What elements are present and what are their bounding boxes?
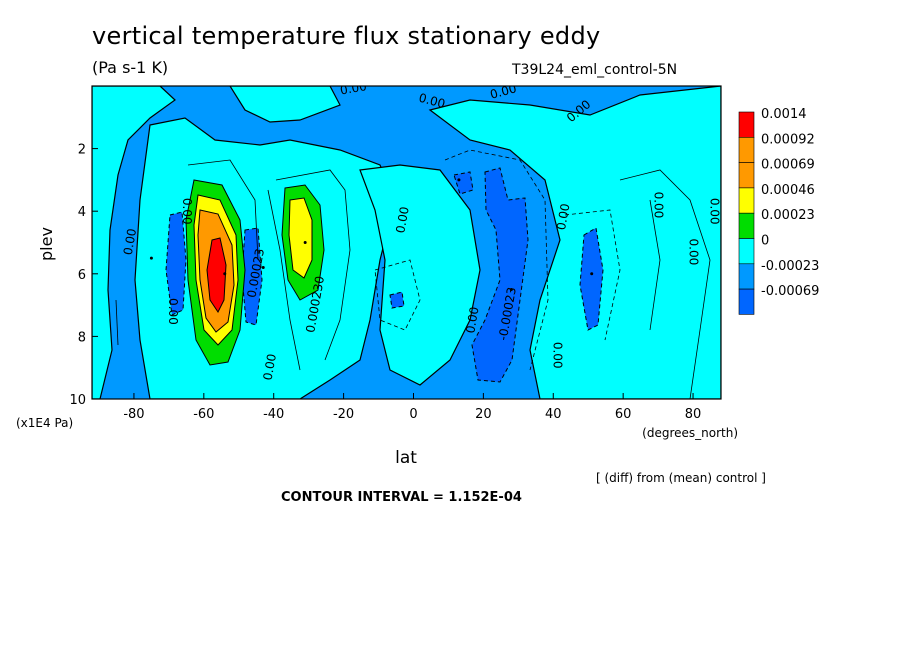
maximum-marker [223,272,227,276]
contour-line-neg-3 [374,259,421,331]
contour-line-3 [187,159,259,261]
y-axis-label: plev [37,227,56,261]
contour-line-5 [115,299,119,346]
contour-label: 0.00 [261,353,279,382]
x-tick-label: 80 [685,407,702,422]
colorbar-label: 0.00046 [761,183,815,198]
colorbar-label: 0.00092 [761,132,815,147]
colorbar-swatch [738,111,755,138]
min-south [165,211,187,316]
colorbar-label: -0.00023 [761,259,819,274]
y-tick-label: 10 [69,393,86,408]
x-tick-label: -60 [193,407,214,422]
minimum-marker [457,178,461,182]
colorbar-swatch [738,212,755,239]
contour-label: 0.00 [708,198,722,225]
maximum-marker [303,241,307,244]
min-north [579,227,604,331]
run-id-label: T39L24_eml_control-5N [512,62,678,78]
contour-label: 0.00 [417,91,446,111]
contour-lines [115,159,711,399]
y-axis-units: (x1E4 Pa) [16,416,73,430]
contour-line-neg-1 [444,149,549,371]
contour-line-1 [275,169,351,361]
contour-label: 0.00 [550,342,564,369]
y-tick-label: 6 [78,268,86,283]
min-tropic [471,167,529,383]
contour-line-2 [267,189,301,371]
minimum-marker [149,256,153,260]
colorbar-label: 0 [761,234,769,249]
colorbar-label: -0.00069 [761,284,819,299]
min-eq-small [389,291,405,309]
max-south-red [206,237,227,313]
x-tick-label: 60 [615,407,632,422]
colorbar-swatch [738,187,755,214]
x-axis-units: (degrees_north) [642,426,738,440]
chart-title: vertical temperature flux stationary edd… [92,22,601,50]
contour-label: 0.00 [463,306,481,335]
contour-label: 0.00 [393,206,411,235]
contour-label: 0.00 [180,198,194,225]
contour-lines-negative [374,149,621,371]
min-tropic-small [453,171,474,195]
units-label: (Pa s-1 K) [92,58,169,77]
contour-label: 0.00 [554,202,572,231]
x-tick-label: 20 [475,407,492,422]
contour-label: 0.00 [121,227,139,256]
x-tick-label: -40 [263,407,284,422]
colorbar-label: 0.0014 [761,107,807,122]
colorbar-label: 0.00069 [761,158,815,173]
feature-layer [149,178,594,291]
colorbar-swatch [738,263,755,290]
contour-label: 0.00 [339,79,368,97]
y-tick-label: 2 [78,143,86,158]
x-tick-label: 40 [545,407,562,422]
contour-label: 0.00 [687,239,701,266]
y-tick-label: 4 [78,205,86,220]
y-tick-label: 8 [78,330,86,345]
colorbar-swatch [738,137,755,163]
max-mid-yellow [288,197,313,279]
contour-line-4 [619,169,711,399]
y-axis: 2 4 6 8 10 [69,143,98,408]
contour-label: 0.00 [652,192,666,219]
region-cyan-mid [359,164,481,386]
contour-line-6 [649,199,661,331]
contour-line-neg-2 [564,209,621,341]
contour-label: 0.00 [166,298,180,325]
x-axis-label: lat [395,448,417,468]
plot-frame [91,85,722,400]
minimum-marker [261,266,265,270]
region-cyan-top [229,86,341,123]
colorbar-label: 0.00023 [761,208,815,223]
x-tick-label: 0 [409,407,417,422]
region-cyan-north [428,86,721,399]
minimum-marker [590,272,594,276]
x-tick-label: -20 [333,407,354,422]
x-tick-label: -80 [123,407,144,422]
x-axis: -80 -60 -40 -20 0 20 40 60 80 [123,393,701,422]
colorbar-swatch [738,162,755,189]
plot-field: 0.000.000.000.000230.000.0002300.000.000… [92,79,722,399]
colorbar: 0.0014 0.00092 0.00069 0.00046 0.00023 0 -0.00… [738,107,819,315]
footnote: [ (diff) from (mean) control ] [596,471,766,485]
region-cyan-south [92,86,176,399]
colorbar-swatch [738,288,755,315]
minimum-marker [509,287,513,291]
contour-interval: CONTOUR INTERVAL = 1.152E-04 [281,490,522,505]
colorbar-swatch [738,238,755,265]
